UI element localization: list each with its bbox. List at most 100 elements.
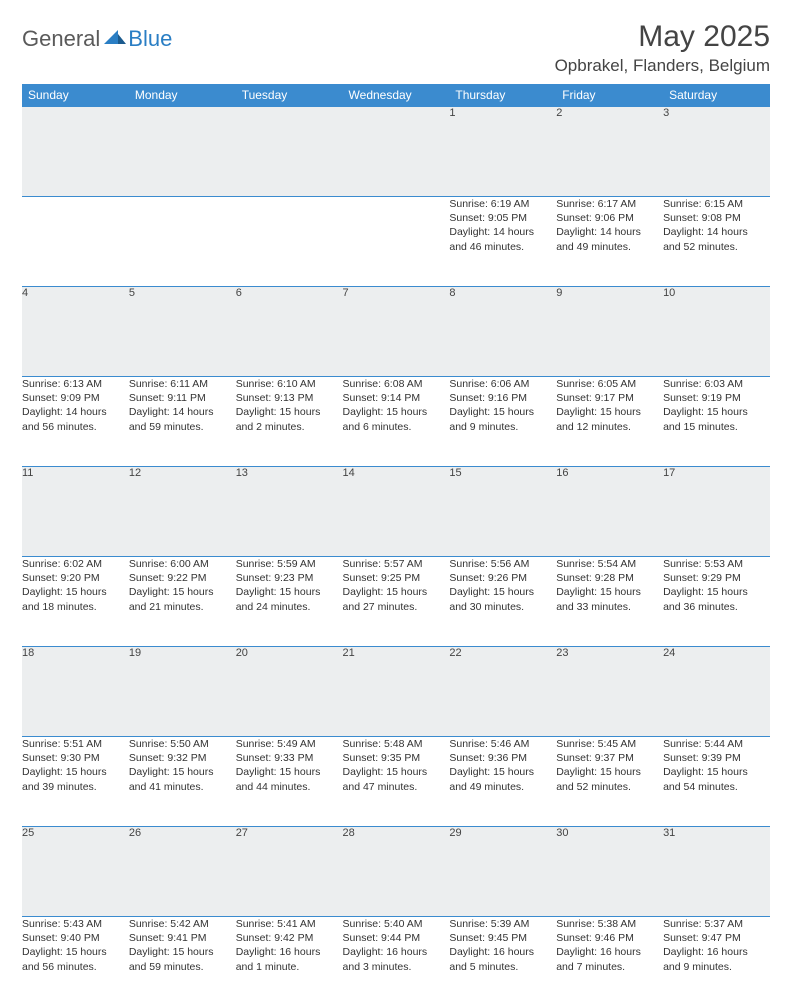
day-content-cell: Sunrise: 5:54 AMSunset: 9:28 PMDaylight:… [556, 557, 663, 647]
day-number-cell: 11 [22, 467, 129, 557]
day-content-row: Sunrise: 6:13 AMSunset: 9:09 PMDaylight:… [22, 377, 770, 467]
day-content-cell: Sunrise: 5:46 AMSunset: 9:36 PMDaylight:… [449, 737, 556, 827]
sunset-line: Sunset: 9:40 PM [22, 931, 129, 945]
daylight-line-1: Daylight: 15 hours [22, 765, 129, 779]
daylight-line-2: and 52 minutes. [663, 240, 770, 254]
sunset-line: Sunset: 9:47 PM [663, 931, 770, 945]
day-number-cell: 28 [343, 827, 450, 917]
sunset-line: Sunset: 9:41 PM [129, 931, 236, 945]
daylight-line-2: and 12 minutes. [556, 420, 663, 434]
day-content-cell: Sunrise: 5:57 AMSunset: 9:25 PMDaylight:… [343, 557, 450, 647]
daylight-line-2: and 44 minutes. [236, 780, 343, 794]
sunset-line: Sunset: 9:14 PM [343, 391, 450, 405]
sunrise-line: Sunrise: 6:13 AM [22, 377, 129, 391]
day-content-cell: Sunrise: 5:50 AMSunset: 9:32 PMDaylight:… [129, 737, 236, 827]
day-content-row: Sunrise: 5:43 AMSunset: 9:40 PMDaylight:… [22, 917, 770, 1007]
sunrise-line: Sunrise: 6:00 AM [129, 557, 236, 571]
sunset-line: Sunset: 9:11 PM [129, 391, 236, 405]
day-number-cell: 4 [22, 287, 129, 377]
sunrise-line: Sunrise: 5:53 AM [663, 557, 770, 571]
daylight-line-1: Daylight: 14 hours [663, 225, 770, 239]
weekday-header: Monday [129, 84, 236, 107]
daylight-line-1: Daylight: 15 hours [343, 405, 450, 419]
sunset-line: Sunset: 9:06 PM [556, 211, 663, 225]
daylight-line-2: and 47 minutes. [343, 780, 450, 794]
daylight-line-2: and 49 minutes. [449, 780, 556, 794]
brand-logo: General Blue [22, 26, 172, 52]
sunrise-line: Sunrise: 5:45 AM [556, 737, 663, 751]
sunrise-line: Sunrise: 5:50 AM [129, 737, 236, 751]
day-content-cell: Sunrise: 5:45 AMSunset: 9:37 PMDaylight:… [556, 737, 663, 827]
day-content-cell: Sunrise: 5:42 AMSunset: 9:41 PMDaylight:… [129, 917, 236, 1007]
sunset-line: Sunset: 9:45 PM [449, 931, 556, 945]
page-header: General Blue May 2025 Opbrakel, Flanders… [22, 20, 770, 76]
day-number-cell: 24 [663, 647, 770, 737]
weekday-header: Sunday [22, 84, 129, 107]
daylight-line-1: Daylight: 16 hours [236, 945, 343, 959]
day-content-cell: Sunrise: 5:40 AMSunset: 9:44 PMDaylight:… [343, 917, 450, 1007]
day-number-row: 123 [22, 107, 770, 197]
sunrise-line: Sunrise: 5:59 AM [236, 557, 343, 571]
daylight-line-1: Daylight: 15 hours [556, 765, 663, 779]
day-content-cell: Sunrise: 5:37 AMSunset: 9:47 PMDaylight:… [663, 917, 770, 1007]
day-number-cell: 20 [236, 647, 343, 737]
sunset-line: Sunset: 9:44 PM [343, 931, 450, 945]
day-number-cell: 31 [663, 827, 770, 917]
day-content-cell: Sunrise: 5:56 AMSunset: 9:26 PMDaylight:… [449, 557, 556, 647]
day-number-row: 45678910 [22, 287, 770, 377]
day-number-cell: 3 [663, 107, 770, 197]
daylight-line-1: Daylight: 15 hours [343, 765, 450, 779]
day-number-cell: 16 [556, 467, 663, 557]
day-number-cell: 5 [129, 287, 236, 377]
daylight-line-1: Daylight: 15 hours [343, 585, 450, 599]
daylight-line-2: and 3 minutes. [343, 960, 450, 974]
day-content-cell: Sunrise: 6:11 AMSunset: 9:11 PMDaylight:… [129, 377, 236, 467]
sunset-line: Sunset: 9:23 PM [236, 571, 343, 585]
day-number-cell: 21 [343, 647, 450, 737]
day-content-row: Sunrise: 5:51 AMSunset: 9:30 PMDaylight:… [22, 737, 770, 827]
month-title: May 2025 [555, 20, 770, 54]
daylight-line-2: and 15 minutes. [663, 420, 770, 434]
day-number-cell: 6 [236, 287, 343, 377]
sunrise-line: Sunrise: 5:48 AM [343, 737, 450, 751]
day-number-cell: 12 [129, 467, 236, 557]
daylight-line-1: Daylight: 15 hours [556, 405, 663, 419]
sunrise-line: Sunrise: 5:51 AM [22, 737, 129, 751]
day-content-cell [129, 197, 236, 287]
daylight-line-2: and 1 minute. [236, 960, 343, 974]
sunset-line: Sunset: 9:28 PM [556, 571, 663, 585]
daylight-line-2: and 9 minutes. [449, 420, 556, 434]
daylight-line-1: Daylight: 16 hours [663, 945, 770, 959]
sunset-line: Sunset: 9:36 PM [449, 751, 556, 765]
day-number-cell: 26 [129, 827, 236, 917]
sunrise-line: Sunrise: 5:57 AM [343, 557, 450, 571]
day-content-cell: Sunrise: 5:59 AMSunset: 9:23 PMDaylight:… [236, 557, 343, 647]
sunset-line: Sunset: 9:17 PM [556, 391, 663, 405]
daylight-line-2: and 2 minutes. [236, 420, 343, 434]
day-content-cell: Sunrise: 6:02 AMSunset: 9:20 PMDaylight:… [22, 557, 129, 647]
sunrise-line: Sunrise: 6:08 AM [343, 377, 450, 391]
sunrise-line: Sunrise: 6:11 AM [129, 377, 236, 391]
day-number-cell: 23 [556, 647, 663, 737]
daylight-line-1: Daylight: 15 hours [663, 405, 770, 419]
daylight-line-1: Daylight: 15 hours [22, 945, 129, 959]
sunset-line: Sunset: 9:20 PM [22, 571, 129, 585]
day-number-cell [129, 107, 236, 197]
sunrise-line: Sunrise: 5:38 AM [556, 917, 663, 931]
day-content-cell: Sunrise: 5:41 AMSunset: 9:42 PMDaylight:… [236, 917, 343, 1007]
daylight-line-2: and 7 minutes. [556, 960, 663, 974]
sunset-line: Sunset: 9:37 PM [556, 751, 663, 765]
day-content-cell: Sunrise: 5:39 AMSunset: 9:45 PMDaylight:… [449, 917, 556, 1007]
daylight-line-2: and 46 minutes. [449, 240, 556, 254]
day-number-cell [22, 107, 129, 197]
day-number-cell: 8 [449, 287, 556, 377]
day-content-cell: Sunrise: 5:44 AMSunset: 9:39 PMDaylight:… [663, 737, 770, 827]
weekday-header: Wednesday [343, 84, 450, 107]
daylight-line-2: and 49 minutes. [556, 240, 663, 254]
sunset-line: Sunset: 9:39 PM [663, 751, 770, 765]
sunrise-line: Sunrise: 6:05 AM [556, 377, 663, 391]
daylight-line-2: and 9 minutes. [663, 960, 770, 974]
sunrise-line: Sunrise: 5:49 AM [236, 737, 343, 751]
daylight-line-2: and 6 minutes. [343, 420, 450, 434]
day-content-cell [22, 197, 129, 287]
